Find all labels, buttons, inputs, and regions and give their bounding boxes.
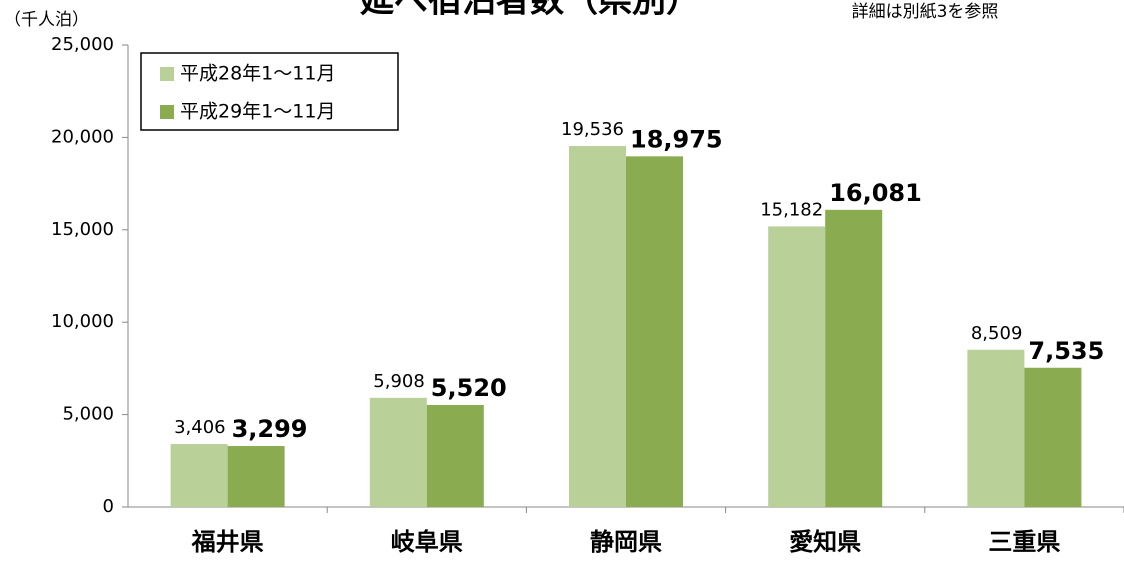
value-label: 8,509	[971, 323, 1023, 344]
x-tick-label: 三重県	[988, 528, 1060, 556]
bar	[1024, 367, 1082, 507]
bar	[426, 404, 484, 507]
y-tick-label: 15,000	[51, 219, 114, 240]
value-label: 3,299	[232, 415, 308, 443]
bar	[626, 156, 683, 508]
value-label: 5,908	[373, 371, 425, 392]
chart-title: 延べ宿泊者数（県別）	[360, 0, 700, 21]
value-label: 5,520	[431, 374, 507, 402]
y-tick-label: 25,000	[51, 34, 114, 55]
bar	[369, 397, 427, 507]
value-label: 18,975	[630, 125, 723, 153]
y-tick-label: 20,000	[51, 126, 114, 147]
value-label: 16,081	[829, 179, 922, 207]
x-tick-label: 岐阜県	[391, 528, 463, 556]
note: 詳細は別紙3を参照	[852, 2, 999, 22]
value-label: 7,535	[1028, 337, 1104, 365]
legend-label: 平成28年1～11月	[180, 63, 335, 85]
legend-box	[140, 52, 399, 131]
bar	[227, 446, 285, 507]
x-tick-label: 福井県	[191, 528, 264, 556]
legend-label: 平成29年1～11月	[180, 101, 335, 123]
value-label: 3,406	[174, 417, 226, 438]
y-tick-label: 10,000	[51, 311, 114, 332]
bar	[569, 145, 626, 507]
legend-swatch	[160, 105, 174, 119]
bar	[170, 444, 228, 507]
x-tick-label: 愛知県	[789, 528, 861, 556]
value-label: 15,182	[760, 199, 823, 220]
y-tick-label: 5,000	[62, 404, 114, 425]
y-axis-label: （千人泊）	[4, 10, 89, 30]
x-tick-label: 静岡県	[590, 528, 662, 556]
bar	[967, 349, 1025, 507]
bar	[768, 226, 826, 507]
legend-swatch	[160, 67, 174, 81]
value-label: 19,536	[561, 119, 624, 140]
bar	[825, 209, 883, 507]
y-tick-label: 0	[103, 496, 114, 517]
